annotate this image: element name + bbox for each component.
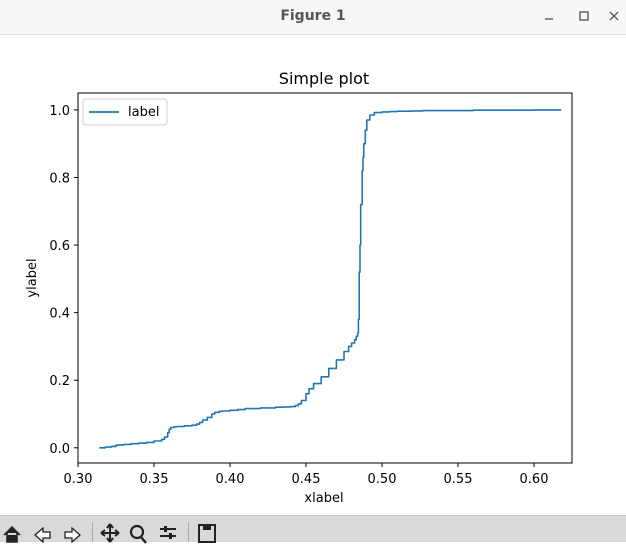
y-tick-label: 0.4 <box>49 307 70 322</box>
x-tick-label: 0.30 <box>64 472 93 487</box>
y-axis: 0.0 0.2 0.4 0.6 0.8 1.0 <box>49 104 78 457</box>
x-axis: 0.30 0.35 0.40 0.45 0.50 0.55 0.60 <box>64 463 549 487</box>
x-tick-label: 0.55 <box>444 472 473 487</box>
x-tick-label: 0.35 <box>140 472 169 487</box>
navigation-toolbar <box>0 515 626 544</box>
window-title: Figure 1 <box>280 8 346 24</box>
x-tick-label: 0.50 <box>368 472 397 487</box>
x-tick-label: 0.60 <box>520 472 549 487</box>
figure-canvas: Simple plot 0.30 0.35 0.40 0.45 0.50 0.55 0.60… <box>0 35 626 519</box>
x-axis-label: xlabel <box>304 491 343 506</box>
minimize-icon[interactable] <box>538 5 560 27</box>
x-tick-label: 0.45 <box>292 472 321 487</box>
plot-frame <box>77 92 573 464</box>
maximize-icon[interactable] <box>573 5 595 27</box>
y-tick-label: 0.8 <box>49 171 70 186</box>
y-tick-label: 0.6 <box>49 239 70 254</box>
y-axis-label: ylabel <box>25 258 40 297</box>
toolbar-separator <box>92 522 93 542</box>
y-tick-label: 0.0 <box>49 442 70 457</box>
close-icon[interactable] <box>603 5 625 27</box>
legend: label <box>82 98 168 126</box>
y-tick-label: 0.2 <box>49 374 70 389</box>
legend-label: label <box>128 105 159 120</box>
chart: Simple plot 0.30 0.35 0.40 0.45 0.50 0.55 0.60… <box>25 69 573 506</box>
toolbar-separator <box>188 522 189 542</box>
chart-title: Simple plot <box>279 69 369 88</box>
pan-icon[interactable] <box>98 522 122 544</box>
y-tick-label: 1.0 <box>49 104 70 119</box>
configure-subplots-icon[interactable] <box>156 522 180 544</box>
legend-frame <box>82 98 168 126</box>
x-tick-label: 0.40 <box>216 472 245 487</box>
window-titlebar: Figure 1 <box>0 0 626 35</box>
series-line-label <box>99 109 562 449</box>
